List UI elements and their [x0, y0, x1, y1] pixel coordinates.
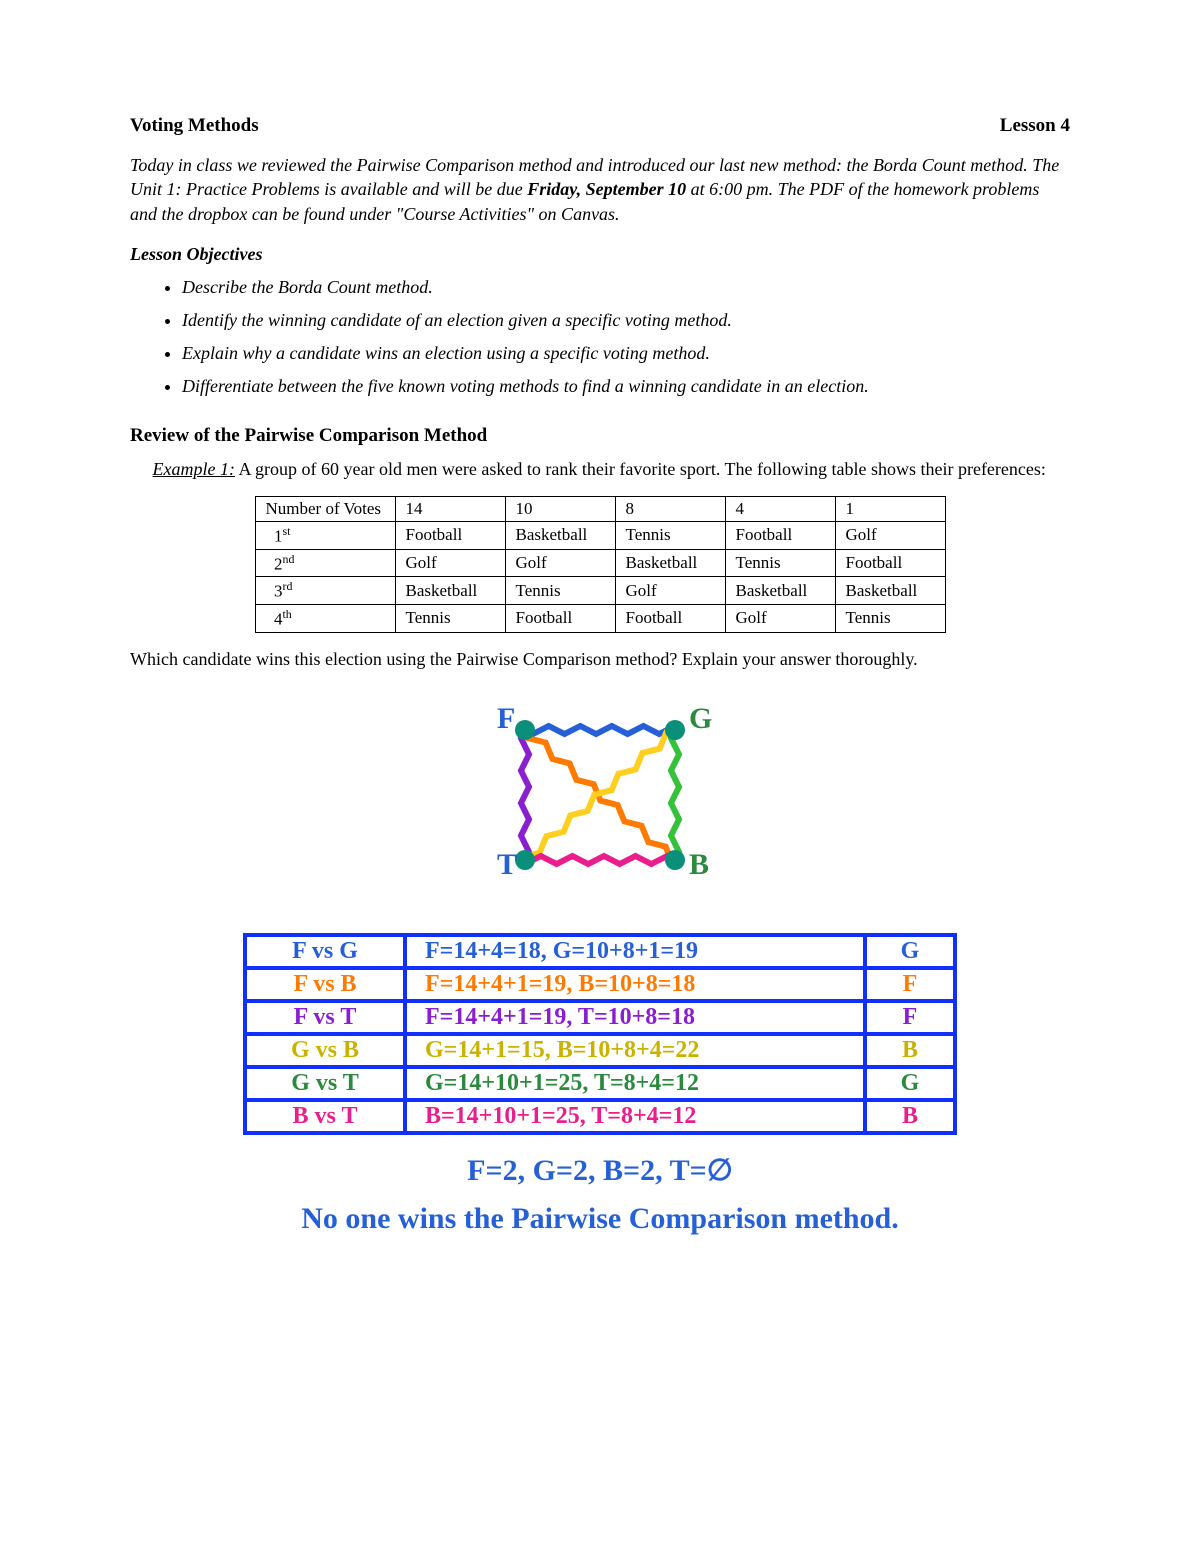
- header-row: Voting Methods Lesson 4: [130, 115, 1070, 137]
- objective-item: Differentiate between the five known vot…: [182, 376, 1070, 397]
- objective-item: Describe the Borda Count method.: [182, 277, 1070, 298]
- objectives-heading: Lesson Objectives: [130, 244, 1070, 265]
- objective-item: Explain why a candidate wins an election…: [182, 343, 1070, 364]
- svg-text:B: B: [689, 848, 709, 881]
- example-body: A group of 60 year old men were asked to…: [235, 459, 1046, 479]
- graph-diagram: F G T B: [130, 680, 1070, 905]
- svg-text:T: T: [497, 848, 517, 881]
- lesson-number: Lesson 4: [1000, 115, 1070, 137]
- document-page: Voting Methods Lesson 4 Today in class w…: [0, 0, 1200, 1554]
- question-text: Which candidate wins this election using…: [130, 647, 1070, 672]
- example-text: Example 1: A group of 60 year old men we…: [130, 457, 1070, 482]
- point-tally: F=2, G=2, B=2, T=∅: [130, 1153, 1070, 1188]
- objectives-list: Describe the Borda Count method. Identify…: [160, 277, 1070, 397]
- doc-title: Voting Methods: [130, 115, 259, 137]
- objective-item: Identify the winning candidate of an ele…: [182, 310, 1070, 331]
- intro-paragraph: Today in class we reviewed the Pairwise …: [130, 153, 1070, 226]
- svg-text:F: F: [497, 702, 515, 735]
- svg-text:G: G: [689, 702, 712, 735]
- pairwise-table: F vs GF=14+4=18, G=10+8+1=19GF vs BF=14+…: [243, 933, 957, 1135]
- preference-table: Number of Votes1410841 1stFootballBasket…: [255, 496, 946, 633]
- conclusion-text: No one wins the Pairwise Comparison meth…: [130, 1202, 1070, 1236]
- review-heading: Review of the Pairwise Comparison Method: [130, 425, 1070, 447]
- example-label: Example 1:: [153, 459, 235, 479]
